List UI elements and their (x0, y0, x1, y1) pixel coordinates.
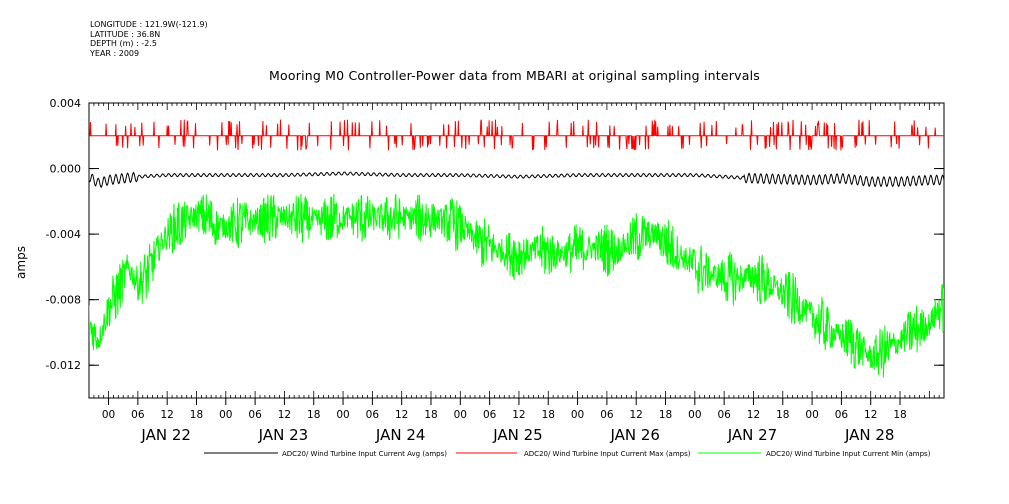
depth-text: DEPTH (m) : -2.5 (90, 39, 157, 48)
hour-tick-label: 00 (219, 409, 232, 421)
hour-tick-label: 18 (307, 409, 320, 421)
hour-tick-label: 18 (776, 409, 789, 421)
day-label: JAN 23 (258, 426, 309, 444)
hour-tick-label: 18 (190, 409, 203, 421)
hour-tick-label: 12 (278, 409, 291, 421)
hour-tick-label: 00 (571, 409, 584, 421)
max-series-line (89, 119, 944, 151)
day-label: JAN 26 (609, 426, 660, 444)
hour-tick-label: 00 (336, 409, 349, 421)
y-tick-label: -0.012 (46, 359, 81, 372)
y-tick-label: -0.004 (46, 228, 81, 241)
y-tick-label: 0.000 (50, 163, 82, 176)
longitude-text: LONGITUDE : 121.9W(-121.9) (90, 20, 208, 29)
year-text: YEAR : 2009 (90, 48, 140, 58)
plot-frame (88, 102, 945, 399)
hour-tick-label: 12 (747, 409, 760, 421)
hour-tick-label: 06 (600, 409, 614, 421)
legend-label: ADC20/ Wind Turbine Input Current Avg (a… (282, 450, 447, 458)
hour-tick-label: 00 (454, 409, 467, 421)
hour-tick-label: 06 (131, 409, 145, 421)
hour-tick-label: 12 (395, 409, 408, 421)
y-tick-label: 0.004 (50, 97, 82, 110)
hour-tick-label: 00 (805, 409, 818, 421)
hour-tick-label: 06 (248, 409, 262, 421)
day-label: JAN 27 (727, 426, 778, 444)
day-label: JAN 28 (844, 426, 895, 444)
legend-label: ADC20/ Wind Turbine Input Current Min (a… (766, 450, 931, 458)
hour-tick-label: 12 (512, 409, 525, 421)
day-label: JAN 22 (140, 426, 191, 444)
metadata-block: LONGITUDE : 121.9W(-121.9) LATITUDE : 36… (90, 20, 208, 58)
hour-tick-label: 18 (424, 409, 437, 421)
hour-tick-label: 12 (864, 409, 877, 421)
hour-tick-label: 18 (893, 409, 906, 421)
avg-series-line (89, 171, 944, 188)
legend-label: ADC20/ Wind Turbine Input Current Max (a… (524, 450, 691, 458)
min-series-line (89, 193, 944, 378)
hour-tick-label: 18 (542, 409, 555, 421)
hour-tick-label: 12 (160, 409, 173, 421)
hour-tick-label: 00 (688, 409, 701, 421)
y-tick-label: -0.008 (46, 294, 81, 307)
hour-tick-label: 06 (366, 409, 380, 421)
chart-title: Mooring M0 Controller-Power data from MB… (269, 68, 760, 83)
hour-tick-label: 06 (483, 409, 497, 421)
day-label: JAN 24 (375, 426, 426, 444)
day-label: JAN 25 (492, 426, 543, 444)
hour-tick-label: 06 (717, 409, 731, 421)
latitude-text: LATITUDE : 36.8N (90, 29, 161, 39)
hour-tick-label: 12 (630, 409, 643, 421)
hour-tick-label: 18 (659, 409, 672, 421)
hour-tick-label: 06 (835, 409, 849, 421)
hour-tick-label: 00 (102, 409, 115, 421)
y-axis-label: amps (14, 246, 28, 279)
